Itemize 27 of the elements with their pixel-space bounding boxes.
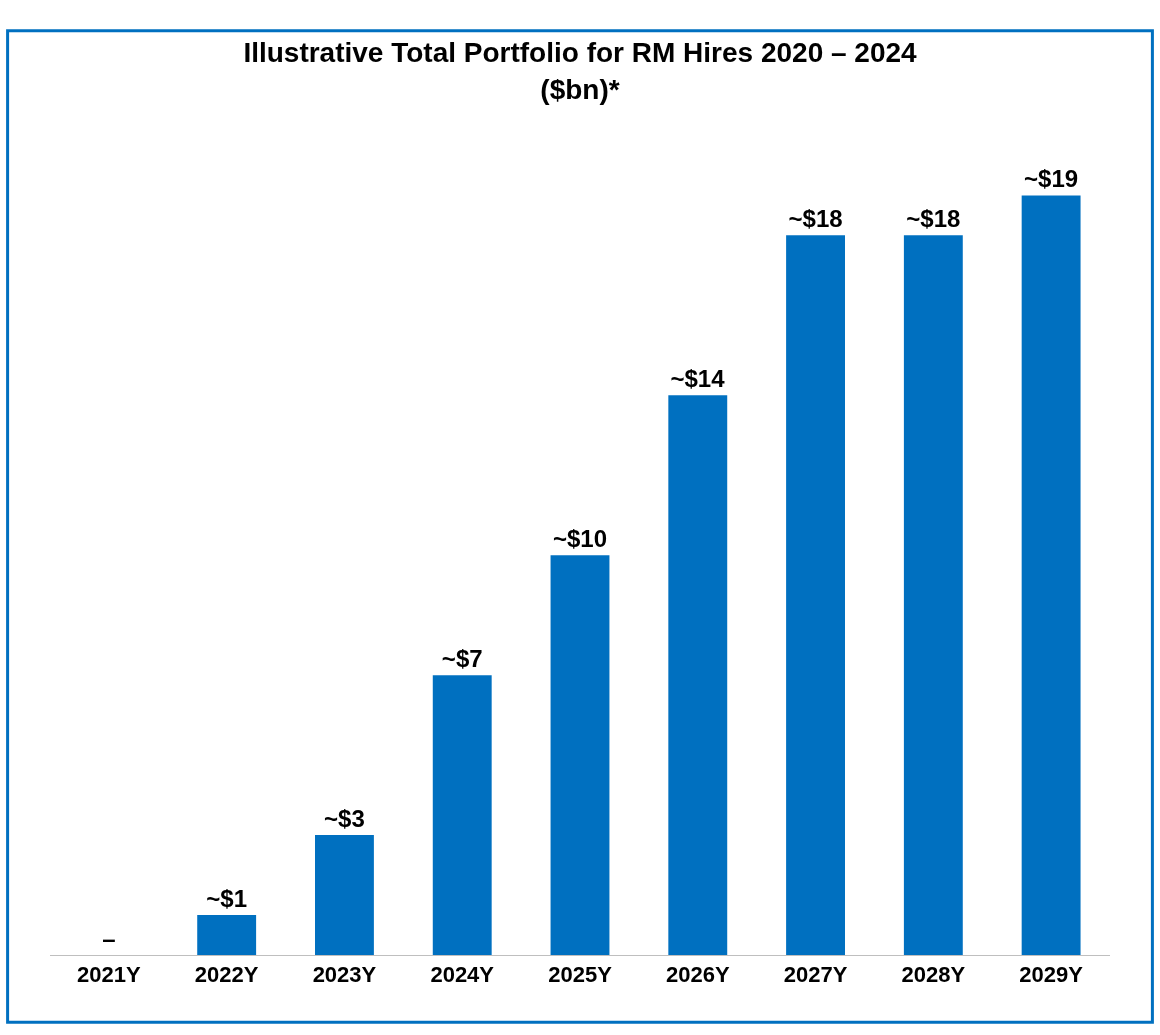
chart-title: Illustrative Total Portfolio for RM Hires 2020 – 2024 ($bn)* <box>243 37 918 105</box>
x-tick-label: 2023Y <box>312 962 377 988</box>
x-tick-label: 2027Y <box>783 962 848 988</box>
bar <box>668 395 728 955</box>
data-label: ~$1 <box>206 885 248 913</box>
bar <box>315 835 374 955</box>
x-tick-label: 2021Y <box>77 962 142 988</box>
data-label: ~$18 <box>788 205 843 233</box>
data-label: – <box>102 925 116 952</box>
x-tick-label: 2029Y <box>1019 962 1084 988</box>
x-tick-label: 2024Y <box>430 962 495 988</box>
x-tick-label: 2025Y <box>548 962 613 988</box>
data-label: ~$14 <box>670 365 726 393</box>
data-label: ~$19 <box>1024 165 1079 193</box>
data-label: ~$10 <box>552 525 608 553</box>
data-label: ~$7 <box>441 645 483 673</box>
x-tick-label: 2022Y <box>194 962 259 988</box>
x-tick-label: 2026Y <box>665 962 730 988</box>
x-tick-label: 2028Y <box>901 962 966 988</box>
bar <box>197 915 257 955</box>
bar <box>1021 195 1081 955</box>
bar <box>903 235 963 955</box>
bar <box>786 235 845 955</box>
bar <box>550 555 610 955</box>
data-label: ~$3 <box>324 805 365 833</box>
data-label: ~$18 <box>906 205 961 233</box>
bar <box>432 675 492 955</box>
